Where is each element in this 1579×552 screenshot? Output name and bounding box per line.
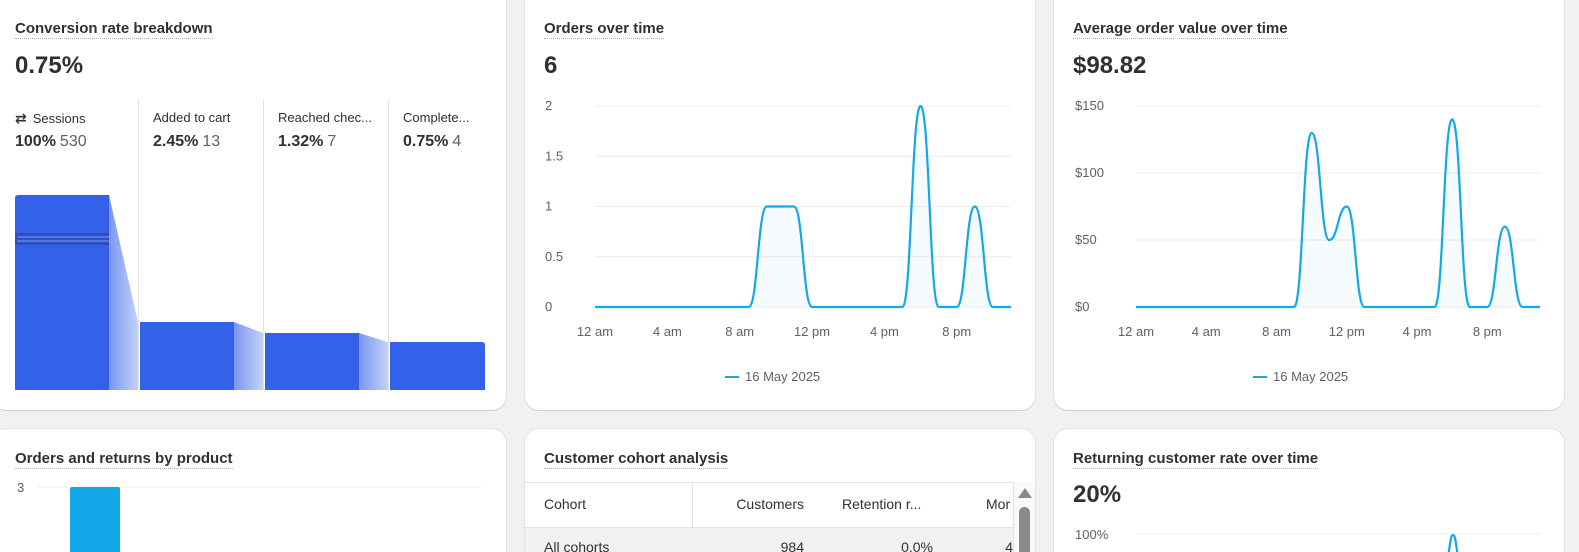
stage-count: 13 bbox=[202, 133, 221, 150]
x-tick-label: 12 am bbox=[577, 324, 613, 339]
series-line bbox=[1135, 118, 1540, 309]
aov-title[interactable]: Average order value over time bbox=[1073, 20, 1288, 39]
x-tick-label: 4 am bbox=[653, 324, 682, 339]
series-line bbox=[1447, 533, 1459, 552]
x-tick-label: 12 pm bbox=[794, 324, 830, 339]
returns-title[interactable]: Orders and returns by product bbox=[15, 450, 233, 469]
x-tick-label: 4 pm bbox=[870, 324, 899, 339]
funnel-bar-sessions-break bbox=[15, 233, 109, 245]
vertical-scrollbar[interactable] bbox=[1013, 482, 1035, 552]
stage-label: Complete... bbox=[403, 110, 470, 125]
stage-pct: 2.45% bbox=[153, 133, 199, 150]
returning-line-chart: 100% bbox=[1075, 527, 1540, 552]
x-tick-label: 8 am bbox=[1262, 324, 1291, 339]
column-header-mor[interactable]: Mor bbox=[986, 496, 1011, 512]
table-row[interactable]: All cohorts 984 0.0% 4 bbox=[525, 527, 1013, 552]
y-tick-label: $100 bbox=[1075, 165, 1104, 180]
split-arrows-icon: ⇄ bbox=[15, 110, 27, 126]
x-tick-label: 8 pm bbox=[942, 324, 971, 339]
funnel-bar-checkout bbox=[265, 333, 359, 390]
funnel-bar-cart bbox=[140, 322, 234, 390]
column-divider bbox=[692, 483, 693, 527]
y-tick-label: 3 bbox=[17, 480, 24, 495]
y-tick-label: $50 bbox=[1075, 232, 1097, 247]
x-tick-label: 8 pm bbox=[1473, 324, 1502, 339]
cell-mor: 4 bbox=[1005, 539, 1013, 552]
returning-card: Returning customer rate over time 20% 10… bbox=[1054, 429, 1564, 552]
y-tick-label: 100% bbox=[1075, 527, 1109, 542]
conversion-card: Conversion rate breakdown 0.75% ⇄ Sessio… bbox=[0, 0, 506, 410]
legend-line-icon bbox=[725, 375, 739, 378]
funnel-chart bbox=[15, 195, 485, 390]
table-header-row: Cohort Customers Retention r... Mor bbox=[525, 483, 1013, 527]
stage-pct: 100% bbox=[15, 133, 56, 150]
orders-metric: 6 bbox=[544, 52, 558, 79]
bar-product bbox=[70, 487, 120, 552]
cell-customers: 984 bbox=[780, 539, 804, 552]
funnel-drop-1 bbox=[109, 195, 138, 390]
orders-legend[interactable]: 16 May 2025 bbox=[725, 369, 820, 384]
conversion-card-inner: Conversion rate breakdown 0.75% ⇄ Sessio… bbox=[0, 0, 506, 410]
funnel-bar-sessions bbox=[15, 195, 109, 390]
y-tick-label: 1 bbox=[545, 199, 552, 214]
y-tick-label: 1.5 bbox=[545, 148, 563, 163]
stage-count: 4 bbox=[452, 133, 462, 150]
cohort-card: Customer cohort analysis Cohort Customer… bbox=[525, 429, 1035, 552]
aov-legend[interactable]: 16 May 2025 bbox=[1253, 369, 1348, 384]
stage-pct: 0.75% bbox=[403, 133, 449, 150]
aov-card: Average order value over time $98.82 $0 $… bbox=[1054, 0, 1564, 410]
y-tick-label: $0 bbox=[1075, 299, 1089, 314]
legend-label: 16 May 2025 bbox=[1273, 369, 1349, 384]
series-line bbox=[594, 104, 1011, 309]
series-area bbox=[1136, 119, 1540, 308]
funnel-stage-checkout: Reached chec... 1.32% 7 bbox=[263, 100, 388, 390]
funnel-bar-completed bbox=[390, 342, 485, 390]
funnel-stage-cart: Added to cart 2.45% 13 bbox=[138, 100, 263, 390]
y-tick-label: 2 bbox=[545, 98, 552, 113]
cell-retention: 0.0% bbox=[901, 539, 933, 552]
stage-label: Sessions bbox=[32, 111, 86, 126]
y-tick-label: 0.5 bbox=[545, 249, 563, 264]
returning-title[interactable]: Returning customer rate over time bbox=[1073, 450, 1319, 469]
y-tick-label: 0 bbox=[545, 299, 552, 314]
funnel-stage-sessions: ⇄ Sessions 100% 530 bbox=[15, 100, 138, 390]
cohort-title[interactable]: Customer cohort analysis bbox=[544, 450, 729, 469]
column-header-retention[interactable]: Retention r... bbox=[842, 496, 922, 512]
orders-card: Orders over time 6 0 0.5 1 1.5 2 12 am 4 am 8 a… bbox=[525, 0, 1035, 410]
cohort-table: Cohort Customers Retention r... Mor All … bbox=[525, 482, 1013, 552]
scrollbar-thumb[interactable] bbox=[1019, 507, 1030, 552]
legend-label: 16 May 2025 bbox=[745, 369, 821, 384]
orders-title[interactable]: Orders over time bbox=[544, 20, 665, 39]
aov-metric: $98.82 bbox=[1073, 52, 1147, 79]
x-tick-label: 4 am bbox=[1192, 324, 1221, 339]
column-header-customers[interactable]: Customers bbox=[736, 496, 804, 512]
x-tick-label: 8 am bbox=[725, 324, 754, 339]
stage-label: Reached chec... bbox=[278, 110, 372, 125]
legend-line-icon bbox=[1253, 375, 1267, 378]
orders-card-inner: Orders over time 6 0 0.5 1 1.5 2 12 am 4 am 8 a… bbox=[525, 0, 1035, 410]
conversion-title[interactable]: Conversion rate breakdown bbox=[15, 20, 213, 39]
scroll-up-arrow-icon[interactable] bbox=[1018, 488, 1032, 498]
x-tick-label: 12 am bbox=[1118, 324, 1154, 339]
aov-line-chart: $0 $50 $100 $150 12 am 4 am 8 am 12 pm 4 pm 8 pm bbox=[1075, 98, 1540, 339]
returns-card: Orders and returns by product 3 bbox=[0, 429, 506, 552]
aov-card-inner: Average order value over time $98.82 $0 $… bbox=[1054, 0, 1564, 410]
funnel-stage-completed: Complete... 0.75% 4 bbox=[388, 100, 498, 390]
y-tick-label: $150 bbox=[1075, 98, 1104, 113]
stage-count: 530 bbox=[59, 133, 87, 150]
x-tick-label: 12 pm bbox=[1329, 324, 1365, 339]
stage-pct: 1.32% bbox=[278, 133, 324, 150]
cell-cohort: All cohorts bbox=[544, 539, 610, 552]
funnel-drop-3 bbox=[359, 333, 388, 390]
stage-label: Added to cart bbox=[153, 110, 231, 125]
returning-metric: 20% bbox=[1073, 481, 1122, 508]
funnel-drop-2 bbox=[234, 322, 263, 390]
returns-bar-chart: 3 bbox=[17, 480, 482, 552]
column-header-cohort[interactable]: Cohort bbox=[544, 496, 587, 512]
stage-count: 7 bbox=[327, 133, 337, 150]
x-tick-label: 4 pm bbox=[1403, 324, 1432, 339]
orders-line-chart: 0 0.5 1 1.5 2 12 am 4 am 8 am 12 pm 4 pm 8 pm bbox=[545, 98, 1011, 339]
conversion-metric: 0.75% bbox=[15, 52, 84, 79]
